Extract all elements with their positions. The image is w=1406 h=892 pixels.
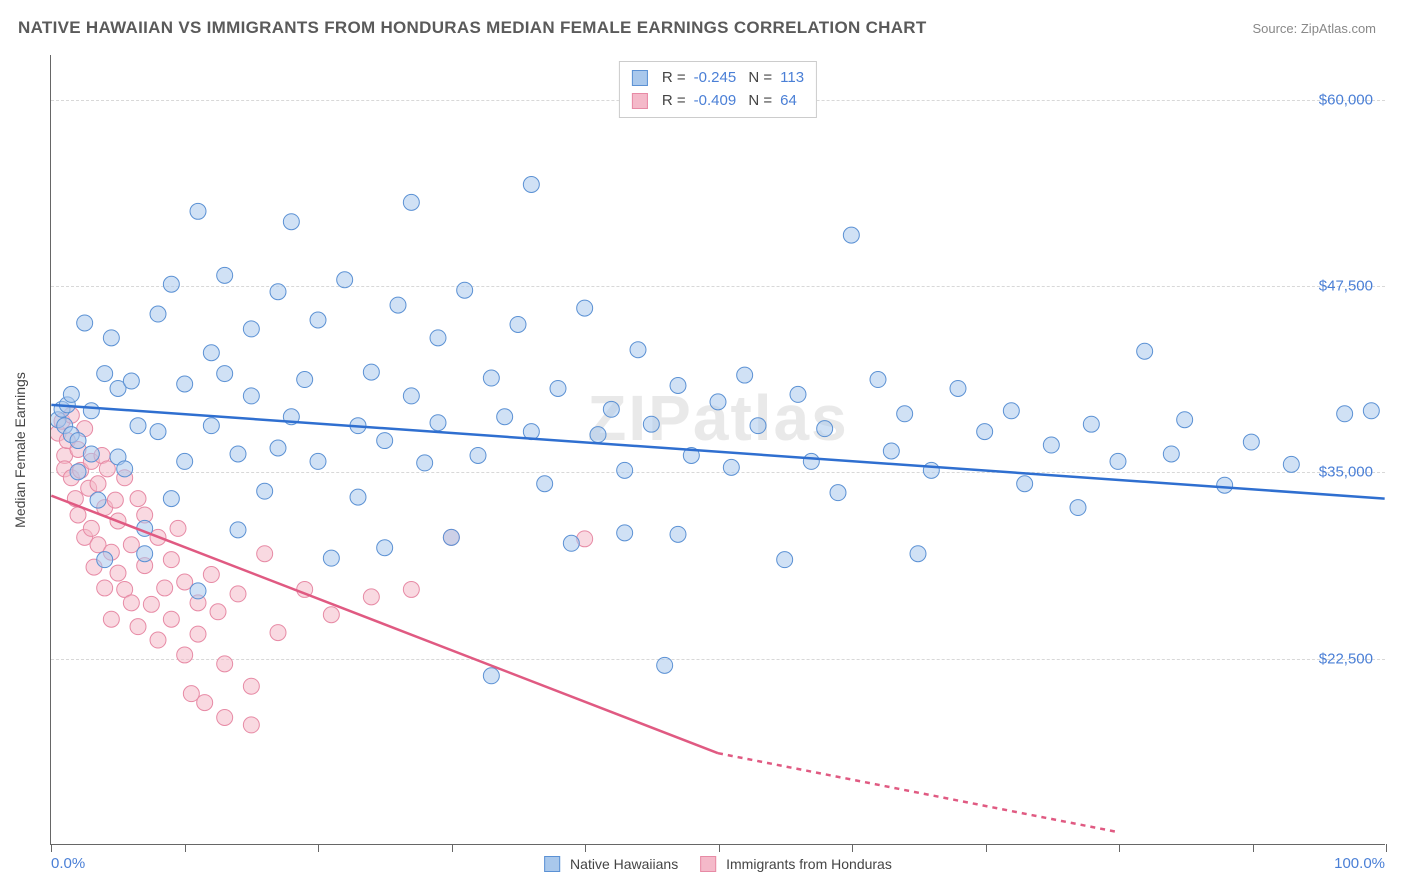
x-min-label: 0.0% bbox=[51, 855, 85, 872]
x-tick bbox=[452, 844, 453, 852]
n-value-2: 64 bbox=[780, 90, 797, 113]
top-legend: R = -0.245 N = 113 R = -0.409 N = 64 bbox=[619, 61, 817, 118]
legend-label-2: Immigrants from Honduras bbox=[726, 856, 892, 872]
y-axis-label: Median Female Earnings bbox=[12, 372, 28, 528]
source-label: Source: ZipAtlas.com bbox=[1252, 21, 1376, 36]
legend-label-1: Native Hawaiians bbox=[570, 856, 678, 872]
x-tick bbox=[51, 844, 52, 852]
legend-item-1: Native Hawaiians bbox=[544, 856, 678, 872]
scatter-svg bbox=[51, 55, 1385, 844]
legend-row-1: R = -0.245 N = 113 bbox=[632, 67, 804, 90]
x-max-label: 100.0% bbox=[1334, 855, 1385, 872]
bottom-legend: Native Hawaiians Immigrants from Hondura… bbox=[544, 856, 892, 872]
x-tick bbox=[585, 844, 586, 852]
x-tick bbox=[986, 844, 987, 852]
swatch-icon bbox=[544, 856, 560, 872]
x-tick bbox=[1386, 844, 1387, 852]
legend-row-2: R = -0.409 N = 64 bbox=[632, 90, 804, 113]
swatch-icon bbox=[700, 856, 716, 872]
x-tick bbox=[719, 844, 720, 852]
r-value-1: -0.245 bbox=[694, 67, 737, 90]
chart-area: Median Female Earnings ZIPatlas R = -0.2… bbox=[50, 55, 1385, 845]
legend-item-2: Immigrants from Honduras bbox=[700, 856, 892, 872]
legend-swatch-2 bbox=[632, 93, 648, 109]
r-value-2: -0.409 bbox=[694, 90, 737, 113]
x-tick bbox=[852, 844, 853, 852]
x-tick bbox=[318, 844, 319, 852]
x-tick bbox=[1119, 844, 1120, 852]
legend-swatch-1 bbox=[632, 70, 648, 86]
x-tick bbox=[1253, 844, 1254, 852]
x-tick bbox=[185, 844, 186, 852]
chart-title: NATIVE HAWAIIAN VS IMMIGRANTS FROM HONDU… bbox=[18, 18, 927, 38]
n-value-1: 113 bbox=[780, 67, 804, 90]
plot-area: ZIPatlas R = -0.245 N = 113 R = -0.409 N… bbox=[50, 55, 1385, 845]
